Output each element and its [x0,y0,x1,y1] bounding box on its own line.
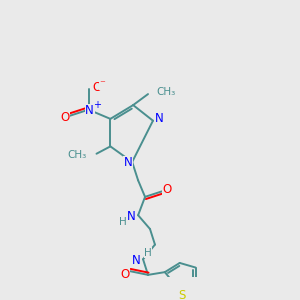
Text: N: N [127,210,136,223]
Text: N: N [85,104,94,117]
Text: S: S [178,289,185,300]
Text: H: H [119,217,127,226]
Text: ⁻: ⁻ [100,79,105,89]
Text: O: O [121,268,130,281]
Text: O: O [92,81,102,94]
Text: CH₃: CH₃ [67,150,87,160]
Text: +: + [94,100,101,110]
Text: O: O [60,110,69,124]
Text: O: O [162,183,172,196]
Text: N: N [132,254,140,267]
Text: CH₃: CH₃ [156,87,175,97]
Text: N: N [154,112,163,125]
Text: H: H [144,248,152,258]
Text: N: N [124,156,133,170]
